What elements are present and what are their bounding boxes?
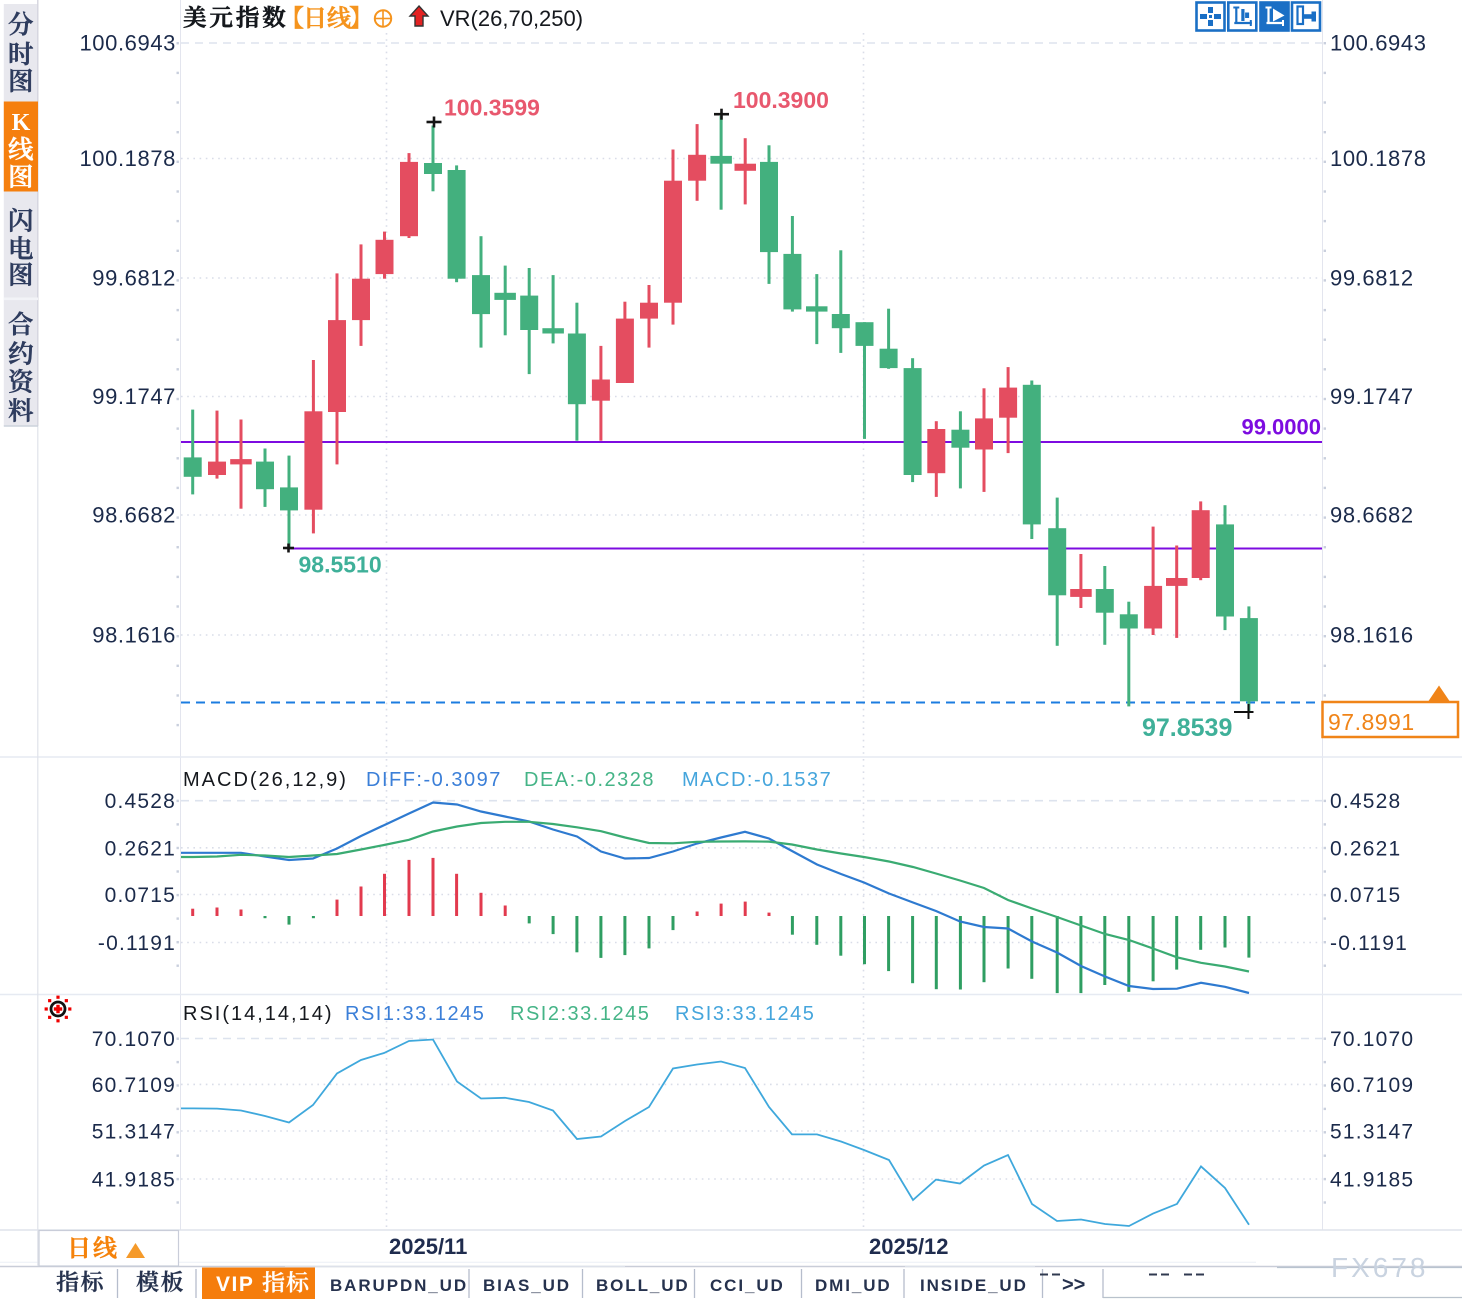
svg-text:99.1747: 99.1747 <box>92 384 176 409</box>
svg-text:VIP: VIP <box>216 1273 254 1296</box>
svg-text:98.5510: 98.5510 <box>299 552 382 578</box>
svg-text:CCI_UD: CCI_UD <box>710 1276 785 1295</box>
svg-text:MACD:-0.1537: MACD:-0.1537 <box>682 769 832 791</box>
svg-text:70.1070: 70.1070 <box>1330 1028 1414 1051</box>
svg-text:2025/11: 2025/11 <box>389 1234 467 1259</box>
svg-text:41.9185: 41.9185 <box>1330 1169 1414 1192</box>
svg-text:DMI_UD: DMI_UD <box>815 1276 892 1295</box>
svg-text:K: K <box>12 110 31 136</box>
svg-text:99.0000: 99.0000 <box>1241 415 1321 440</box>
svg-text:BARUPDN_UD: BARUPDN_UD <box>330 1276 468 1295</box>
svg-text:BIAS_UD: BIAS_UD <box>483 1276 571 1295</box>
svg-text:0.2621: 0.2621 <box>105 837 176 860</box>
svg-text:-0.1191: -0.1191 <box>98 932 176 955</box>
svg-text:98.6682: 98.6682 <box>92 503 176 528</box>
svg-text:RSI3:33.1245: RSI3:33.1245 <box>675 1003 815 1025</box>
svg-text:51.3147: 51.3147 <box>92 1121 176 1144</box>
svg-text:100.1878: 100.1878 <box>79 146 176 171</box>
svg-text:0.4528: 0.4528 <box>105 790 176 813</box>
svg-text:100.6943: 100.6943 <box>1330 31 1427 56</box>
svg-text:41.9185: 41.9185 <box>92 1169 176 1192</box>
svg-text:97.8539: 97.8539 <box>1142 714 1232 742</box>
svg-text:2025/12: 2025/12 <box>869 1234 949 1259</box>
svg-text:BOLL_UD: BOLL_UD <box>596 1276 690 1295</box>
svg-text:RSI1:33.1245: RSI1:33.1245 <box>345 1003 485 1025</box>
svg-text:100.3900: 100.3900 <box>733 87 829 113</box>
svg-text:99.6812: 99.6812 <box>1330 266 1414 291</box>
svg-text:100.6943: 100.6943 <box>79 31 176 56</box>
svg-text:51.3147: 51.3147 <box>1330 1121 1414 1144</box>
svg-text:DEA:-0.2328: DEA:-0.2328 <box>524 769 655 791</box>
svg-text:-0.1191: -0.1191 <box>1330 932 1408 955</box>
svg-text:60.7109: 60.7109 <box>92 1074 176 1097</box>
svg-text:RSI(14,14,14): RSI(14,14,14) <box>183 1003 334 1025</box>
svg-text:>>: >> <box>1062 1274 1085 1296</box>
svg-text:FX678: FX678 <box>1331 1252 1429 1283</box>
svg-text:INSIDE_UD: INSIDE_UD <box>920 1276 1028 1295</box>
svg-text:97.8991: 97.8991 <box>1328 709 1415 735</box>
svg-text:98.1616: 98.1616 <box>1330 623 1414 648</box>
svg-text:0.0715: 0.0715 <box>105 884 176 907</box>
svg-text:98.6682: 98.6682 <box>1330 503 1414 528</box>
svg-text:RSI2:33.1245: RSI2:33.1245 <box>510 1003 650 1025</box>
svg-text:MACD(26,12,9): MACD(26,12,9) <box>183 769 348 791</box>
svg-text:0.2621: 0.2621 <box>1330 837 1401 860</box>
svg-text:99.1747: 99.1747 <box>1330 384 1414 409</box>
svg-text:98.1616: 98.1616 <box>92 623 176 648</box>
svg-text:60.7109: 60.7109 <box>1330 1074 1414 1097</box>
svg-text:0.4528: 0.4528 <box>1330 790 1401 813</box>
svg-text:100.3599: 100.3599 <box>444 95 540 121</box>
svg-text:0.0715: 0.0715 <box>1330 884 1401 907</box>
svg-text:DIFF:-0.3097: DIFF:-0.3097 <box>366 769 502 791</box>
svg-text:100.1878: 100.1878 <box>1330 146 1427 171</box>
svg-text:99.6812: 99.6812 <box>92 266 176 291</box>
svg-text:70.1070: 70.1070 <box>92 1028 176 1051</box>
svg-text:VR(26,70,250): VR(26,70,250) <box>440 6 583 31</box>
